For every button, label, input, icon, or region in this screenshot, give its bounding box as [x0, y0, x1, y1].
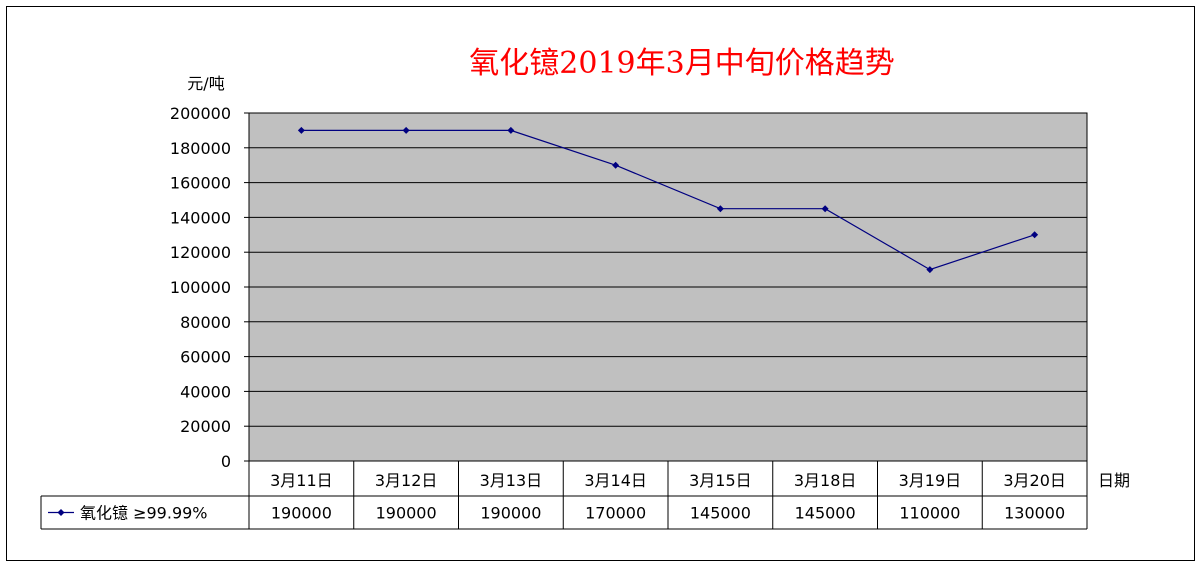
x-axis-label: 日期 — [1098, 471, 1130, 490]
chart-title: 氧化镱2019年3月中旬价格趋势 — [469, 46, 894, 81]
data-label: 130000 — [1004, 504, 1065, 523]
data-label: 145000 — [690, 504, 751, 523]
chart-frame — [6, 6, 1195, 561]
data-label: 110000 — [899, 504, 960, 523]
series-line — [301, 129, 1035, 271]
x-tick-label: 3月18日 — [794, 471, 857, 490]
data-label: 170000 — [585, 504, 646, 523]
y-tick-label: 140000 — [170, 208, 231, 227]
y-tick-label: 100000 — [170, 278, 231, 297]
data-label: 190000 — [271, 504, 332, 523]
y-tick-label: 160000 — [170, 174, 231, 193]
y-tick-label: 0 — [221, 452, 231, 471]
y-tick-label: 120000 — [170, 243, 231, 262]
data-point — [1031, 231, 1039, 239]
legend-label: 氧化镱 ≥99.99% — [80, 504, 208, 523]
data-table: 3月11日 3月12日 3月13日 3月14日 3月15日 3月18日 3月19日 3月20日… — [40, 461, 1088, 530]
y-tick-label: 180000 — [170, 139, 231, 158]
data-point — [297, 126, 305, 134]
data-point — [402, 126, 410, 134]
x-tick-label: 3月19日 — [899, 471, 962, 490]
data-point — [926, 266, 934, 274]
data-point — [612, 161, 620, 169]
y-tick-label: 60000 — [180, 348, 231, 367]
x-tick-label: 3月14日 — [584, 471, 647, 490]
y-axis-label: 元/吨 — [187, 74, 224, 93]
plot-area: 0 20000 40000 60000 80000 100000 120000 140000 1… — [170, 104, 1088, 471]
x-tick-label: 3月12日 — [375, 471, 438, 490]
data-label: 145000 — [795, 504, 856, 523]
x-tick-label: 3月15日 — [689, 471, 752, 490]
data-point — [821, 205, 829, 213]
legend-key-marker — [57, 509, 65, 516]
data-point — [716, 205, 724, 213]
x-tick-label: 3月13日 — [480, 471, 543, 490]
y-tick-label: 40000 — [180, 382, 231, 401]
x-tick-label: 3月20日 — [1003, 471, 1066, 490]
y-tick-label: 20000 — [180, 417, 231, 436]
x-tick-label: 3月11日 — [270, 471, 333, 490]
y-tick-label: 80000 — [180, 313, 231, 332]
data-label: 190000 — [376, 504, 437, 523]
data-label: 190000 — [480, 504, 541, 523]
y-tick-label: 200000 — [170, 104, 231, 123]
data-point — [507, 126, 515, 134]
